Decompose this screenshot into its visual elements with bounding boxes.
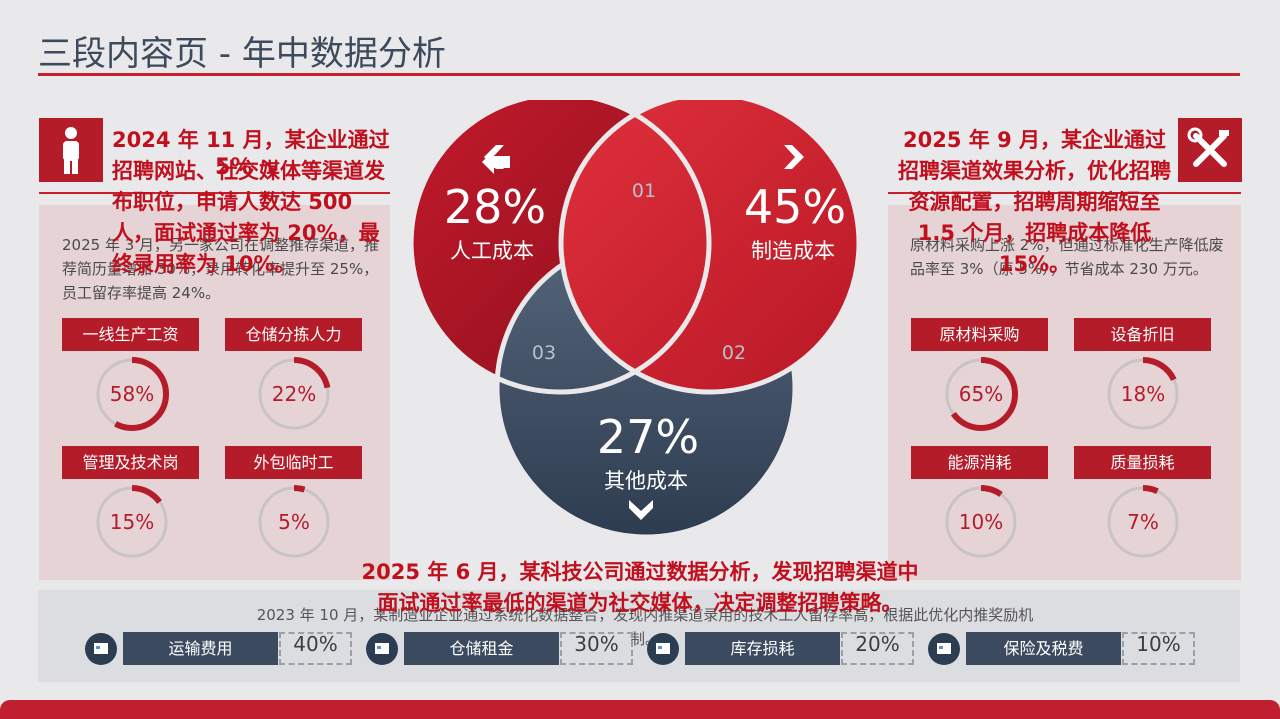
left-body-text: 2025 年 3 月，另一家公司在调整推荐渠道，推荐简历量增加 30%，录用转化… [62, 236, 380, 302]
venn-value-manufacturing: 45% [743, 180, 847, 234]
tag-warehouse-labor: 仓储分拣人力 [225, 318, 362, 351]
tag-depreciation: 设备折旧 [1074, 318, 1211, 351]
ring-energy: 10% [941, 482, 1021, 562]
region-label-03: 03 [531, 342, 557, 364]
chart-card-icon [647, 633, 679, 665]
ring-value: 58% [109, 382, 155, 406]
ring-outsourcing: 5% [254, 482, 334, 562]
region-label-02: 02 [721, 342, 747, 364]
venn-label-labor: 人工成本 [450, 239, 534, 263]
venn-diagram [408, 100, 862, 540]
bottom-value: 40% [279, 632, 352, 665]
ring-value: 15% [109, 510, 155, 534]
ring-warehouse-labor: 22% [254, 354, 334, 434]
tag-frontline-wages: 一线生产工资 [62, 318, 199, 351]
tag-raw-materials: 原材料采购 [911, 318, 1048, 351]
venn-value-labor: 28% [443, 180, 547, 234]
bottom-label: 保险及税费 [966, 632, 1121, 665]
bottom-item-insurance-tax: 保险及税费 10% [928, 627, 1196, 667]
venn-label-manufacturing: 制造成本 [751, 239, 835, 263]
title-divider [38, 73, 1240, 76]
tag-outsourcing: 外包临时工 [225, 446, 362, 479]
bottom-value: 20% [841, 632, 914, 665]
chart-card-icon [928, 633, 960, 665]
page-title: 三段内容页 - 年中数据分析 [38, 34, 446, 74]
left-divider [39, 192, 390, 194]
ring-value: 7% [1127, 510, 1159, 534]
bottom-item-transport: 运输费用 40% [85, 627, 353, 667]
tag-quality-loss: 质量损耗 [1074, 446, 1211, 479]
bottom-label: 仓储租金 [404, 632, 559, 665]
bottom-value: 10% [1122, 632, 1195, 665]
ring-value: 22% [271, 382, 317, 406]
footer-bar [0, 700, 1280, 719]
ring-quality-loss: 7% [1103, 482, 1183, 562]
chevron-left-icon [484, 145, 504, 169]
left-heading: 2024 年 11 月，某企业通过招聘网站、社交媒体等渠道发布职位，申请人数达 … [112, 128, 390, 276]
chart-card-icon [85, 633, 117, 665]
chevron-right-icon [784, 145, 804, 169]
bottom-label: 运输费用 [123, 632, 278, 665]
person-icon [39, 118, 103, 182]
ring-frontline-wages: 58% [92, 354, 172, 434]
right-divider [888, 192, 1241, 194]
tools-icon [1178, 118, 1242, 182]
bottom-label: 库存损耗 [685, 632, 840, 665]
ring-value: 5% [278, 510, 310, 534]
ring-value: 65% [958, 382, 1004, 406]
ring-value: 18% [1120, 382, 1166, 406]
right-heading: 2025 年 9 月，某企业通过招聘渠道效果分析，优化招聘资源配置，招聘周期缩短… [898, 128, 1171, 276]
ring-raw-materials: 65% [941, 354, 1021, 434]
ring-management: 15% [92, 482, 172, 562]
tag-energy: 能源消耗 [911, 446, 1048, 479]
bottom-item-warehouse-rent: 仓储租金 30% [366, 627, 634, 667]
ring-depreciation: 18% [1103, 354, 1183, 434]
chart-card-icon [366, 633, 398, 665]
arrow-note: 5% ↘ [215, 155, 279, 180]
bottom-value: 30% [560, 632, 633, 665]
venn-label-other: 其他成本 [604, 469, 688, 493]
region-label-01: 01 [631, 180, 657, 202]
bottom-item-inventory-loss: 库存损耗 20% [647, 627, 915, 667]
ring-value: 10% [958, 510, 1004, 534]
chevron-down-icon [629, 500, 653, 520]
venn-value-other: 27% [596, 410, 700, 464]
right-body-text: 原材料采购上涨 2%，但通过标准化生产降低废品率至 3%（原 5%），节省成本 … [910, 236, 1224, 278]
bottom-body-text: 2023 年 10 月，某制造业企业通过系统化数据整合，发现内推渠道录用的技术工… [256, 606, 1034, 648]
tag-management: 管理及技术岗 [62, 446, 199, 479]
bottom-heading: 2025 年 6 月，某科技公司通过数据分析，发现招聘渠道中面试通过率最低的渠道… [361, 560, 919, 615]
